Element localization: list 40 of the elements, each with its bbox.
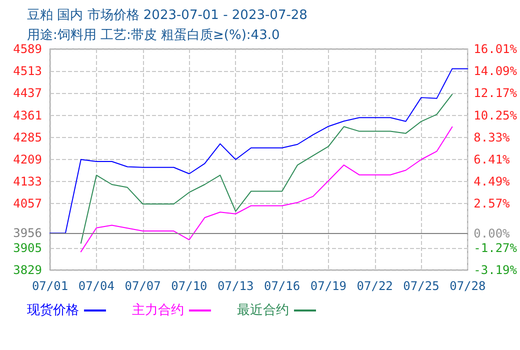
- y2-tick-label: 8.33%: [474, 130, 511, 144]
- y-tick-label: 4589: [13, 42, 42, 56]
- x-tick-label: 07/07: [124, 279, 161, 293]
- ref-line-label: 3956: [13, 226, 42, 240]
- chart-title: 豆粕 国内 市场价格 2023-07-01 - 2023-07-28: [27, 8, 308, 23]
- x-tick-label: 07/28: [450, 279, 486, 293]
- y-tick-label: 4437: [13, 86, 42, 100]
- x-tick-label: 07/25: [403, 279, 440, 293]
- y2-tick-label: 4.49%: [474, 174, 511, 189]
- y2-tick-label: 10.25%: [474, 108, 518, 122]
- y2-tick-label: 14.09%: [474, 64, 518, 78]
- x-tick-label: 07/10: [171, 279, 208, 293]
- line-series: [80, 126, 453, 252]
- y-tick-label: 4209: [13, 152, 42, 166]
- y-tick-label: 4361: [13, 108, 42, 122]
- legend-label: 最近合约: [237, 303, 289, 318]
- y-tick-label: 4133: [13, 174, 42, 189]
- y2-tick-label: -3.19%: [474, 263, 518, 277]
- y2-tick-label: 6.41%: [474, 152, 511, 166]
- y-tick-label: 3829: [13, 263, 42, 277]
- y2-tick-label: 12.17%: [474, 86, 518, 100]
- legend-label: 主力合约: [132, 302, 184, 318]
- y-tick-label: 4513: [13, 64, 42, 78]
- y-tick-label: 4285: [13, 130, 42, 144]
- chart-subtitle: 用途:饲料用 工艺:带皮 粗蛋白质≥(%):43.0: [27, 28, 280, 43]
- line-series: [80, 94, 453, 244]
- legend-label: 现货价格: [27, 303, 79, 318]
- y2-tick-label: -1.27%: [474, 240, 518, 255]
- x-tick-label: 07/01: [32, 279, 68, 293]
- x-tick-label: 07/19: [310, 279, 346, 293]
- y-tick-label: 3905: [13, 240, 42, 255]
- x-tick-label: 07/22: [356, 279, 393, 293]
- y2-tick-label: 0.00%: [474, 226, 511, 240]
- y-tick-label: 4057: [13, 196, 42, 211]
- line-series: [50, 68, 468, 234]
- y2-tick-label: 16.01%: [474, 42, 518, 56]
- y2-tick-label: 2.57%: [474, 196, 511, 211]
- x-tick-label: 07/16: [264, 279, 300, 293]
- x-tick-label: 07/13: [218, 279, 254, 293]
- x-tick-label: 07/04: [78, 279, 114, 293]
